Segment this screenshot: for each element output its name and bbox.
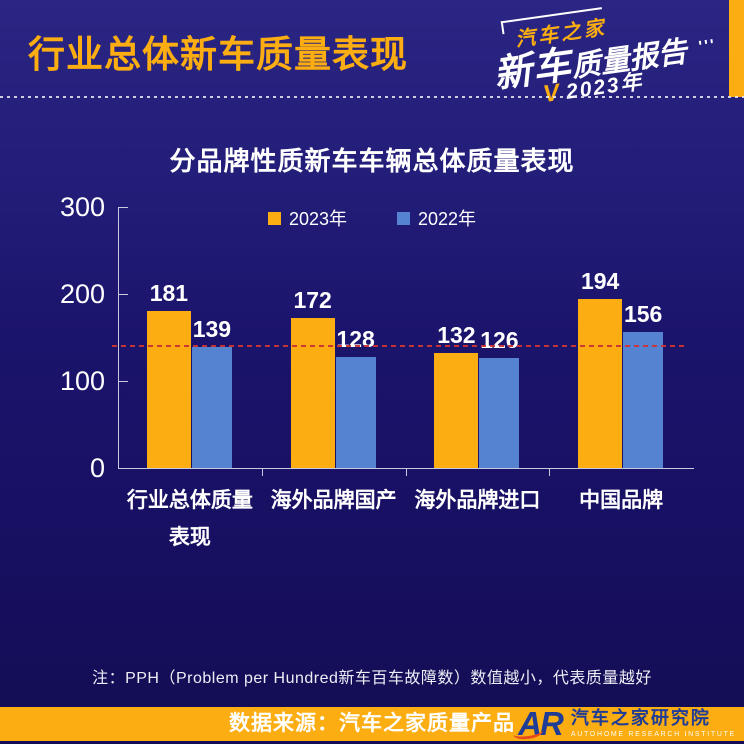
page-title: 行业总体新车质量表现 — [28, 34, 408, 75]
category-label-line: 海外品牌进口 — [414, 489, 541, 512]
header-divider — [0, 96, 744, 98]
category-label: 中国品牌 — [536, 482, 706, 519]
ar-letters: AR — [518, 705, 564, 742]
y-tick-mark — [119, 207, 128, 208]
category-label: 海外品牌国产 — [249, 482, 419, 519]
y-tick-label: 200 — [59, 279, 105, 309]
bar — [578, 299, 623, 468]
bar-value-label: 156 — [623, 301, 663, 328]
reference-line — [112, 345, 687, 348]
y-tick-label: 300 — [59, 192, 105, 222]
institute-name-block: 汽车之家研究院 AUTOHOME RESEARCH INSTITUTE — [571, 709, 736, 739]
chart-legend: 2023年 2022年 — [0, 205, 744, 231]
bar — [191, 347, 232, 468]
legend-item: 2022年 — [397, 205, 476, 231]
legend-label: 2022年 — [418, 209, 477, 229]
x-tick-mark — [549, 468, 550, 476]
bar — [434, 353, 479, 468]
bar-value-label: 128 — [336, 325, 375, 352]
bar-value-label: 132 — [437, 322, 476, 349]
y-axis-line — [118, 207, 119, 468]
bar — [623, 332, 664, 468]
category-label-line: 海外品牌国产 — [270, 489, 397, 512]
category-label-line: 表现 — [168, 526, 211, 549]
bar — [335, 356, 376, 468]
institute-name-en: AUTOHOME RESEARCH INSTITUTE — [570, 731, 736, 738]
y-tick-label: 100 — [59, 366, 105, 396]
category-label-line: 中国品牌 — [579, 489, 664, 512]
ar-monogram: AR — [512, 707, 564, 742]
x-tick-mark — [262, 468, 263, 476]
y-tick-mark — [119, 294, 128, 295]
institute-name: 汽车之家研究院 — [570, 708, 711, 728]
bar — [290, 318, 335, 468]
bar-value-label: 172 — [293, 287, 332, 314]
y-tick-label: 0 — [89, 453, 105, 483]
x-tick-mark — [406, 468, 407, 476]
corner-accent-bar — [729, 0, 744, 97]
bar-value-label: 126 — [480, 327, 519, 354]
footer-bar: 数据来源：汽车之家质量产品 AR 汽车之家研究院 AUTOHOME RESEAR… — [0, 707, 744, 742]
legend-swatch — [397, 211, 410, 225]
category-label: 行业总体质量 表现 — [105, 482, 275, 556]
y-tick-mark — [119, 381, 128, 382]
legend-label: 2023年 — [288, 209, 347, 229]
bar — [146, 310, 191, 468]
bar-value-label: 181 — [149, 279, 189, 306]
bar-value-label: 139 — [192, 316, 232, 343]
data-source: 数据来源：汽车之家质量产品 — [229, 712, 515, 735]
footnote: 注：PPH（Problem per Hundred新车百车故障数）数值越小，代表… — [92, 670, 652, 687]
bar-value-label: 194 — [580, 268, 620, 295]
bar — [479, 358, 520, 468]
legend-swatch — [267, 211, 281, 225]
legend-item: 2023年 — [267, 205, 347, 231]
category-label-line: 行业总体质量 — [126, 489, 253, 512]
chart-title: 分品牌性质新车车辆总体质量表现 — [169, 146, 575, 176]
institute-logo: AR 汽车之家研究院 AUTOHOME RESEARCH INSTITUTE — [512, 707, 736, 742]
category-label: 海外品牌进口 — [392, 482, 562, 519]
